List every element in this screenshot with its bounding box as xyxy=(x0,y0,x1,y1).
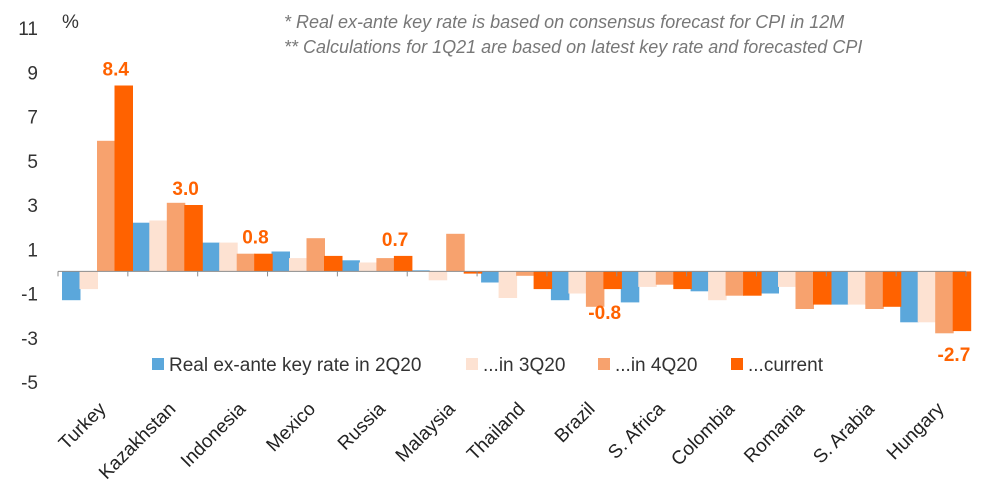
bar-romania-s1 xyxy=(778,271,797,287)
data-label: 0.8 xyxy=(242,228,268,249)
category-label: Colombia xyxy=(667,398,739,470)
bar-colombia-s0 xyxy=(690,271,710,292)
bar-mexico-s3 xyxy=(324,255,343,272)
bar-brazil-s1 xyxy=(568,271,587,294)
bar-s-arabia-s0 xyxy=(830,271,849,305)
data-label: 0.7 xyxy=(382,230,408,251)
bar-kazakhstan-s1 xyxy=(149,220,168,272)
bar-thailand-s3 xyxy=(533,271,553,290)
bar-turkey-s0 xyxy=(62,271,81,301)
bar-russia-s0 xyxy=(341,260,360,272)
bar-hungary-s1 xyxy=(917,271,937,323)
y-tick-label: 3 xyxy=(27,196,38,217)
bar-thailand-s0 xyxy=(481,271,500,283)
bar-indonesia-s3 xyxy=(254,253,273,272)
category-label: Romania xyxy=(740,398,809,467)
bar-colombia-s2 xyxy=(725,271,745,296)
legend-swatch xyxy=(466,358,478,370)
legend: Real ex-ante key rate in 2Q20 ...in 3Q20.… xyxy=(152,355,824,376)
bar-kazakhstan-s0 xyxy=(131,222,151,272)
bar-malaysia-s2 xyxy=(446,233,465,272)
bar-colombia-s3 xyxy=(743,271,762,296)
category-label: Russia xyxy=(334,398,390,454)
y-tick-label: -3 xyxy=(21,329,38,350)
bar-s-arabia-s1 xyxy=(847,271,867,305)
category-label: Thailand xyxy=(463,399,529,465)
bar-turkey-s3 xyxy=(114,85,133,272)
bar-s-africa-s1 xyxy=(638,271,657,287)
bar-russia-s1 xyxy=(358,262,378,272)
bar-romania-s3 xyxy=(813,271,832,305)
bar-indonesia-s1 xyxy=(219,242,238,272)
y-tick-label: 5 xyxy=(27,152,38,173)
bar-romania-s0 xyxy=(760,271,779,294)
bar-kazakhstan-s3 xyxy=(184,205,203,272)
bar-thailand-s1 xyxy=(498,271,518,298)
y-tick-label: 11 xyxy=(18,19,38,40)
bar-s-africa-s3 xyxy=(673,271,692,290)
bar-mexico-s2 xyxy=(306,238,325,272)
y-axis: 11 9 7 5 3 1 -1 -3 -5 xyxy=(18,19,38,394)
bar-s-africa-s0 xyxy=(620,271,640,303)
category-label: S. Africa xyxy=(604,398,669,463)
y-tick-label: -1 xyxy=(21,285,38,306)
bar-brazil-s3 xyxy=(603,271,622,290)
category-label: Turkey xyxy=(55,398,111,454)
bar-s-arabia-s3 xyxy=(882,271,902,307)
legend-swatch xyxy=(152,358,164,370)
category-label: Malaysia xyxy=(392,398,460,466)
bar-mexico-s1 xyxy=(289,258,308,272)
y-tick-label: 9 xyxy=(27,63,38,84)
bar-hungary-s0 xyxy=(900,271,919,323)
bar-russia-s3 xyxy=(393,255,413,272)
bar-turkey-s1 xyxy=(79,271,98,290)
y-tick-label: 1 xyxy=(27,240,38,261)
bar-s-africa-s2 xyxy=(655,271,675,285)
bar-malaysia-s0 xyxy=(411,270,430,272)
y-tick-label: -5 xyxy=(21,373,38,394)
data-label: 8.4 xyxy=(103,60,130,81)
legend-swatch xyxy=(731,358,743,370)
legend-label: ...in 4Q20 xyxy=(615,355,697,376)
bar-romania-s2 xyxy=(795,271,814,309)
data-labels: 8.4 3.0 0.8 0.7 -0.8 -2.7 xyxy=(103,60,971,367)
bar-turkey-s2 xyxy=(97,140,116,272)
bar-colombia-s1 xyxy=(708,271,727,301)
bar-brazil-s2 xyxy=(585,271,605,307)
bar-hungary-s2 xyxy=(935,271,954,334)
bar-malaysia-s3 xyxy=(463,271,483,274)
bar-indonesia-s0 xyxy=(201,242,221,272)
data-label: 3.0 xyxy=(172,179,198,200)
category-label: Hungary xyxy=(883,398,949,464)
legend-label: ...current xyxy=(748,355,824,376)
legend-label: ...in 3Q20 xyxy=(483,355,565,376)
bar-brazil-s0 xyxy=(550,271,570,301)
bar-s-arabia-s2 xyxy=(865,271,884,309)
footnote-1: * Real ex-ante key rate is based on cons… xyxy=(284,12,844,32)
bars xyxy=(62,85,972,334)
bar-thailand-s2 xyxy=(516,271,535,276)
unit-label: % xyxy=(62,12,79,33)
bar-hungary-s3 xyxy=(952,271,972,332)
bar-malaysia-s1 xyxy=(428,271,448,281)
category-label: Mexico xyxy=(263,399,320,456)
bar-kazakhstan-s2 xyxy=(166,202,186,272)
bar-mexico-s0 xyxy=(271,251,290,272)
data-label: -2.7 xyxy=(938,345,971,366)
legend-swatch xyxy=(598,358,610,370)
category-label: Brazil xyxy=(551,399,599,447)
footnote-2: ** Calculations for 1Q21 are based on la… xyxy=(284,37,862,57)
bar-russia-s2 xyxy=(376,258,395,272)
y-tick-label: 7 xyxy=(27,108,38,129)
bar-indonesia-s2 xyxy=(236,253,256,272)
category-label: Indonesia xyxy=(177,398,250,471)
data-label: -0.8 xyxy=(588,303,621,324)
category-label: S. Arabia xyxy=(809,398,879,468)
legend-label: Real ex-ante key rate in 2Q20 xyxy=(169,355,421,376)
